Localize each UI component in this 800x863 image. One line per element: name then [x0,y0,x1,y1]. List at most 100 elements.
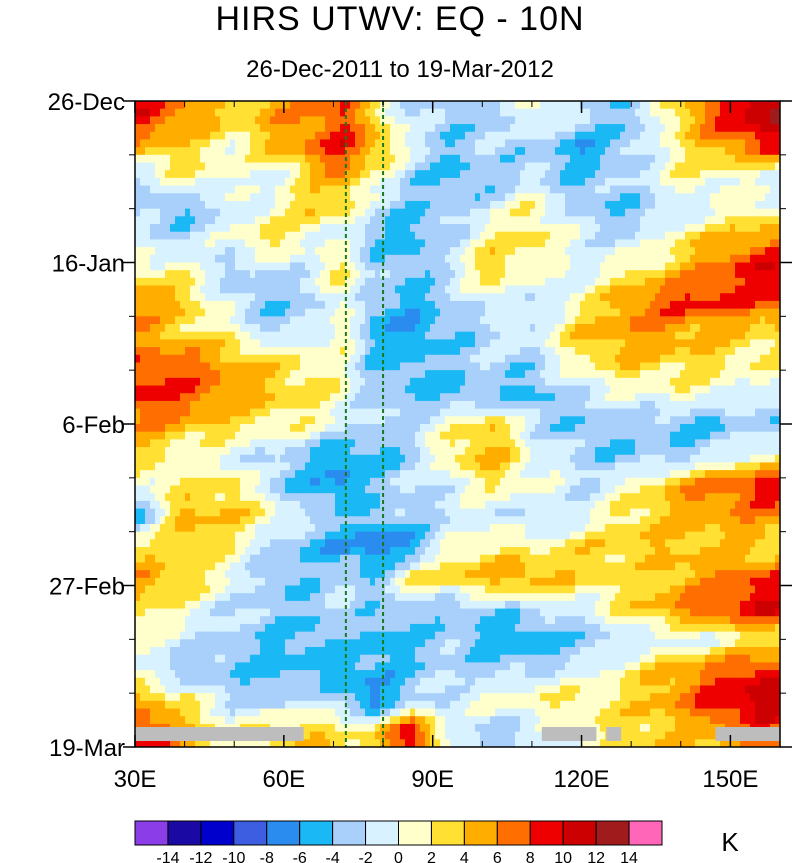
field-cell [190,354,196,364]
field-cell [745,362,751,371]
field-cell [770,139,776,148]
field-cell [370,177,376,187]
field-cell [705,247,711,256]
field-cell [650,370,656,379]
field-cell [345,277,351,287]
field-cell [450,139,456,148]
field-cell [170,124,176,133]
field-cell [530,339,536,348]
field-cell [595,339,601,348]
field-cell [655,293,661,302]
field-cell [265,347,271,356]
field-cell [530,101,536,110]
field-cell [420,262,426,271]
field-cell [375,308,381,317]
field-cell [725,231,731,241]
field-cell [285,285,291,294]
field-cell [390,377,396,387]
field-cell [445,331,451,340]
field-cell [630,385,636,394]
field-cell [690,200,696,210]
field-cell [505,247,511,256]
field-cell [250,270,256,279]
field-cell [490,377,496,387]
field-cell [415,377,421,387]
field-cell [170,108,176,117]
field-cell [650,170,656,179]
field-cell [230,331,236,340]
field-cell [630,347,636,356]
field-cell [220,262,226,271]
field-cell [345,108,351,117]
field-cell [205,262,211,271]
field-cell [350,254,356,264]
field-cell [645,101,651,110]
field-cell [575,116,581,125]
field-cell [460,131,466,141]
field-cell [300,316,306,325]
field-cell [305,339,311,348]
field-cell [455,108,461,117]
field-cell [525,362,531,371]
field-cell [690,170,696,179]
field-cell [265,147,271,156]
field-cell [495,247,501,256]
field-cell [190,331,196,340]
field-cell [560,216,566,225]
field-cell [255,262,261,271]
field-cell [220,393,226,402]
field-cell [670,285,676,294]
field-cell [545,208,551,217]
field-cell [215,262,221,271]
field-cell [420,362,426,371]
field-cell [695,200,701,210]
field-cell [205,208,211,217]
field-cell [220,224,226,233]
field-cell [640,131,646,141]
field-cell [470,339,476,348]
field-cell [425,293,431,302]
field-cell [245,239,251,248]
field-cell [710,285,716,294]
field-cell [710,247,716,256]
field-cell [540,131,546,141]
field-cell [230,200,236,210]
field-cell [575,124,581,133]
field-cell [205,170,211,179]
field-cell [545,324,551,333]
field-cell [245,377,251,387]
field-cell [440,393,446,402]
field-cell [425,154,431,164]
field-cell [285,208,291,217]
field-cell [465,154,471,164]
field-cell [755,308,761,317]
field-cell [245,154,251,164]
field-cell [615,262,621,271]
field-cell [370,239,376,248]
field-cell [255,316,261,325]
field-cell [650,277,656,287]
field-cell [580,162,586,171]
field-cell [765,377,771,387]
field-cell [520,170,526,179]
field-cell [195,131,201,141]
field-cell [525,147,531,156]
field-cell [385,108,391,117]
field-cell [505,139,511,148]
field-cell [200,170,206,179]
field-cell [740,193,746,202]
field-cell [180,193,186,202]
field-cell [430,154,436,164]
field-cell [180,101,186,110]
field-cell [455,316,461,325]
field-cell [365,108,371,117]
field-cell [730,324,736,333]
field-cell [645,185,651,194]
field-cell [350,185,356,194]
field-cell [760,270,766,279]
field-cell [580,270,586,279]
field-cell [140,347,146,356]
field-cell [425,362,431,371]
field-cell [410,285,416,294]
field-cell [625,231,631,241]
